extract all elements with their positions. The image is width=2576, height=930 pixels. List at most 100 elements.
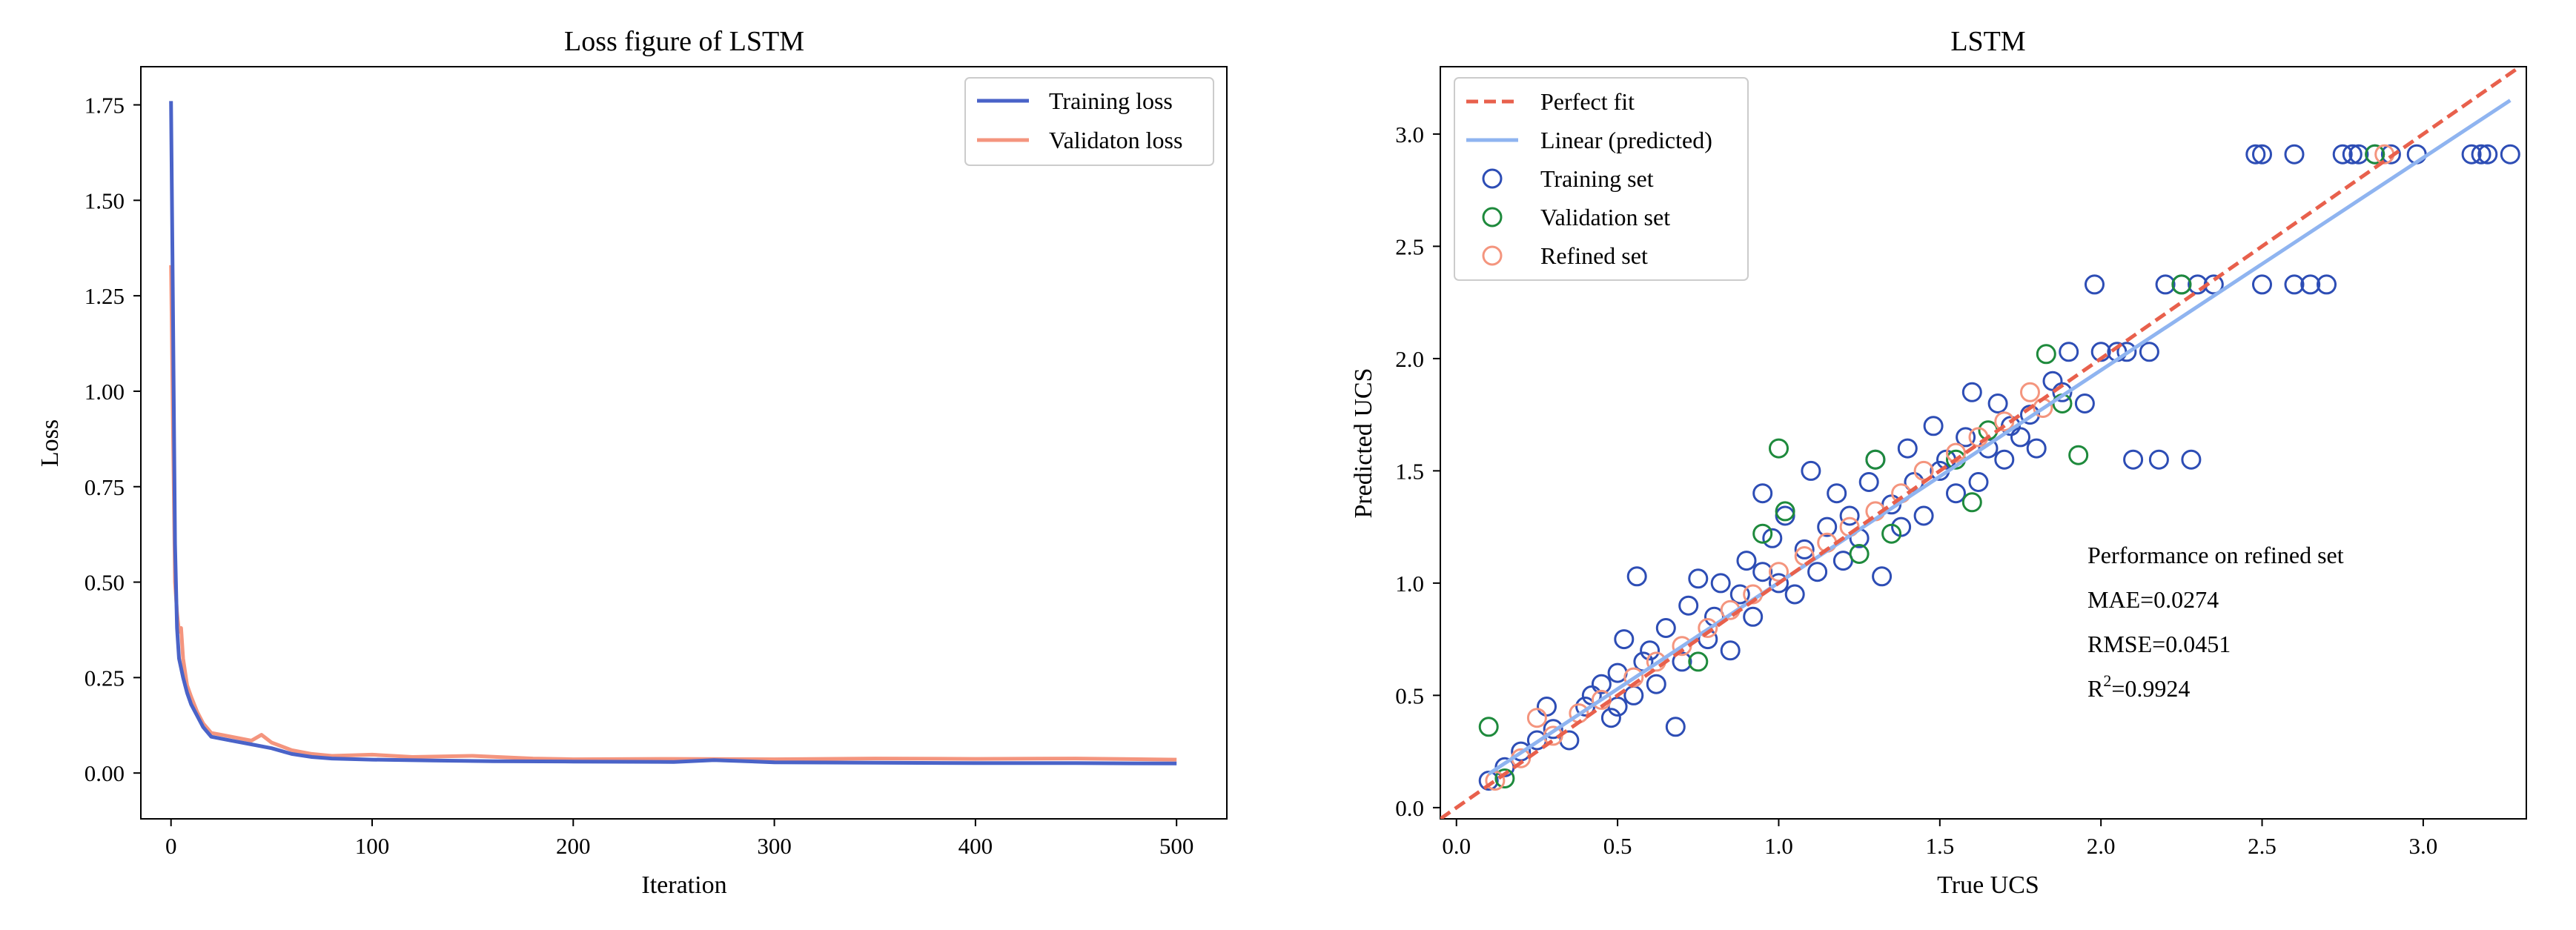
scatter-y-tick-label: 1.0 [1395,571,1424,597]
legend-marker-validation-set [1482,207,1503,227]
training-set-point [1626,566,1647,587]
refined-set-point [1698,618,1718,638]
training-set-point [1897,438,1918,459]
training-set-point [2317,274,2337,295]
scatter-x-tick-label: 2.5 [2248,833,2277,859]
legend-marker-refined-set [1482,245,1503,266]
scatter-y-tick-label: 3.0 [1395,122,1424,147]
loss-y-tick-label: 1.75 [85,93,125,119]
scatter-y-ticks: 0.0 0.5 1.0 1.5 2.0 2.5 3.0 [1395,122,1440,821]
perfect-fit-line [1440,67,2521,819]
training-set-point [1784,584,1805,605]
training-set-point [1640,640,1661,661]
validation-set-point [2036,344,2056,365]
training-set-point [2026,438,2047,459]
training-set-point [1672,651,1692,672]
validation-loss-line [169,265,1177,762]
scatter-x-tick-label: 0.5 [1603,833,1632,859]
scatter-y-tick-label: 2.5 [1395,233,1424,259]
training-set-point [2471,144,2491,165]
loss-x-tick-label: 300 [757,833,792,859]
training-set-point [1775,505,1795,526]
training-set-point [1794,539,1815,559]
loss-x-tick-label: 100 [355,833,390,859]
training-set-point [1710,573,1731,594]
training-set-point [1807,562,1828,582]
scatter-x-tick-label: 1.0 [1764,833,1793,859]
training-set-point [1736,551,1757,571]
loss-y-tick-label: 0.00 [85,760,125,786]
loss-chart: Loss figure of LSTM 0 100 200 300 400 500 0.0… [36,26,1228,899]
validation-set-point [1881,523,1902,544]
training-set-point [1752,562,1773,582]
validation-set-point [1494,768,1515,788]
training-set-point [1858,472,1879,492]
training-set-point [1623,685,1644,705]
training-set-point [2181,449,2202,470]
training-set-point [1720,640,1741,661]
training-set-point [2074,393,2095,413]
training-set-point [1946,483,1966,504]
training-set-point [2284,274,2305,295]
legend-label-validation-set: Validation set [1540,204,1670,230]
refined-set-point [1591,689,1612,710]
legend-label-training-loss: Training loss [1049,87,1173,114]
scatter-plot-frame [1440,66,2527,820]
annotation-r2-prefix: R [2087,675,2104,702]
loss-y-axis-label: Loss [36,419,64,467]
validation-set-point [1752,523,1773,544]
scatter-x-ticks: 0.0 0.5 1.0 1.5 2.0 2.5 3.0 [1442,819,2437,859]
annotation-r2-value: =0.9924 [2111,675,2190,702]
training-set-point [1646,674,1666,694]
training-set-point [2052,382,2073,402]
training-set-point [2148,449,2169,470]
loss-y-tick-label: 0.75 [85,474,125,500]
scatter-chart: LSTM 0.0 0.5 1.0 1.5 2.0 2.5 3.0 0.0 0.5 1.0 1.5 2… [1350,26,2527,899]
annotation-heading: Performance on refined set [2087,542,2344,568]
refined-set-point [1526,708,1547,728]
training-set-point [1872,566,1893,587]
scatter-y-tick-label: 2.0 [1395,346,1424,372]
training-set-point [1987,393,2008,413]
annotation-rmse: RMSE=0.0451 [2087,631,2231,657]
annotation-r2: R2=0.9924 [2087,671,2190,702]
legend-label-validation-loss: Validaton loss [1049,127,1182,153]
linear-predicted-line [1487,99,2512,776]
loss-x-ticks: 0 100 200 300 400 500 [165,819,1193,859]
legend-marker-training-set [1482,168,1503,189]
scatter-legend: Perfect fit Linear (predicted) Training … [1454,77,1749,281]
scatter-chart-title: LSTM [1950,26,2025,57]
loss-chart-title: Loss figure of LSTM [564,26,804,57]
training-set-point [1688,568,1709,589]
legend-label-training-set: Training set [1540,165,1654,192]
scatter-x-axis-label: True UCS [1937,871,2039,899]
training-set-point [2461,144,2482,165]
training-set-point [1678,595,1699,616]
training-set-point [1961,382,1982,402]
refined-set-point [1913,460,1934,481]
loss-y-tick-label: 0.50 [85,570,125,596]
training-set-point [2245,144,2266,165]
training-set-point [2252,274,2272,295]
training-set-point [1537,697,1557,717]
loss-y-tick-label: 1.50 [85,187,125,213]
validation-set-point [1865,449,1886,470]
performance-annotation: Performance on refined set MAE=0.0274 RM… [2087,542,2344,702]
loss-x-tick-label: 0 [165,833,177,859]
training-set-point [1956,427,1976,448]
training-set-point [1729,584,1750,605]
loss-plot-area [169,101,1177,765]
validation-set-point [1849,544,1870,564]
scatter-x-tick-label: 2.0 [2087,833,2116,859]
training-set-point [2059,342,2079,362]
loss-x-axis-label: Iteration [641,871,726,899]
training-set-point [1665,717,1686,737]
training-set-point [2252,144,2272,165]
training-set-point [1994,449,2015,470]
loss-plot-frame [140,66,1228,820]
validation-set-point [1769,438,1789,459]
legend-label-refined-set: Refined set [1540,242,1648,269]
scatter-x-tick-label: 3.0 [2409,833,2438,859]
validation-set-point [1961,492,1982,513]
